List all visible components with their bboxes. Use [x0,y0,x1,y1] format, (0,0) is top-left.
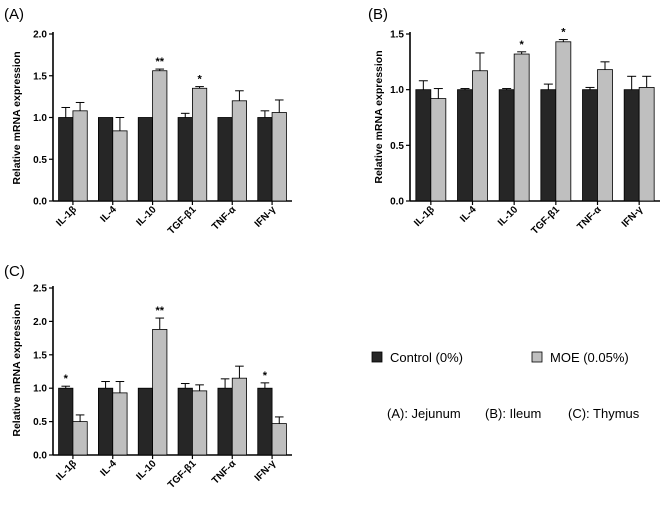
panel-c-x-tick-label: TNF-α [210,458,239,487]
panel-a-control-bar [98,117,114,202]
legend-control-swatch [371,351,383,363]
panel-b-x-tick-label: IL-4 [458,204,479,225]
panel-a-control-bar [177,117,193,202]
panel-a-control-bar [217,117,233,202]
panel-b-moe-bar [430,98,447,202]
panel-b-significance-marker: * [561,27,566,39]
panel-a-x-tick-label: IL-4 [99,204,120,225]
panel-a-x-tick-label: IL-10 [134,204,159,229]
panel-a-x-tick-label: IFN-γ [253,204,279,230]
panel-b-y-axis-label: Relative mRNA expression [373,50,385,183]
panel-a-y-axis-label: Relative mRNA expression [11,51,23,184]
panel-a-control-bar [137,117,153,202]
panel-c-y-tick-label: 0.5 [33,417,47,428]
panel-b-x-tick-label: IL-10 [496,204,521,229]
panel-c-control-bar [137,387,153,456]
panel-b-moe-bar [555,41,572,202]
panel-b-significance-marker: * [520,39,525,51]
panel-b: (B) Relative mRNA expression 0.0 0.5 1.0 1.… [368,6,660,237]
panel-c-x-tick-label: IL-4 [99,458,120,479]
panel-a-moe-bar [271,112,287,202]
panel-a-y-tick-label: 0.5 [33,155,47,166]
panel-c-x-tick-label: IL-10 [134,458,159,483]
panel-a-x-tick-label: TNF-α [210,204,239,233]
panel-b-control-bar [540,89,557,202]
panel-c-control-bar [217,387,233,456]
panel-c-significance-marker: ** [155,305,164,317]
panel-a-control-bar [58,117,74,202]
panel-b-y-tick-label: 0.5 [390,141,404,152]
panel-a-significance-marker: * [197,74,202,86]
legend-moe-label: MOE (0.05%) [550,350,629,365]
panel-a-y-tick-label: 1.0 [33,113,47,124]
panel-a-x-tick-label: IL-1β [54,204,79,229]
panel-b-x-tick-label: TGF-β1 [529,204,562,237]
panel-c: (C) Relative mRNA expression 0.0 0.5 1.0 1.… [4,263,292,491]
panel-a-moe-bar [231,100,247,202]
panel-a-y-tick-label: 2.0 [33,30,47,41]
panel-b-y-tick-label: 1.5 [390,30,404,41]
panel-c-moe-bar [271,423,287,456]
panel-b-x-tick-label: IL-1β [412,204,437,229]
panel-c-significance-marker: * [64,373,69,385]
panel-a-moe-bar [72,110,88,202]
panel-b-moe-bar [597,69,613,202]
panel-a-moe-bar [192,87,208,202]
panel-c-y-tick-label: 1.5 [33,350,47,361]
panel-b-control-bar [582,89,598,202]
panel-c-control-bar [98,387,114,456]
legend-control-label: Control (0%) [390,350,463,365]
panel-c-control-bar [177,387,193,456]
panel-c-control-bar [58,387,74,456]
panel-b-x-tick-label: TNF-α [575,204,604,233]
panel-a-significance-marker: ** [155,56,164,68]
panel-c-x-tick-label: IL-1β [54,458,79,483]
panel-c-y-tick-label: 2.5 [33,284,47,295]
panel-b-label: (B) [368,6,388,23]
panel-c-label: (C) [4,263,25,280]
tissue-note-jejunum: (A): Jejunum [387,406,461,421]
panel-b-control-bar [415,89,432,202]
panel-c-y-axis-label: Relative mRNA expression [11,303,23,436]
panel-b-y-tick-label: 0.0 [390,197,404,208]
panel-c-moe-bar [192,390,208,456]
panel-c-significance-marker: * [263,370,268,382]
legend-moe-swatch [531,351,543,363]
legend: Control (0%) MOE (0.05%) [371,350,629,365]
panel-a-y-tick-label: 0.0 [33,197,47,208]
panel-c-x-tick-label: IFN-γ [253,458,279,484]
panel-a-moe-bar [112,130,128,202]
panel-a-y-tick-label: 1.5 [33,71,47,82]
panel-b-control-bar [498,89,515,202]
panel-a-control-bar [257,117,273,202]
panel-a: (A) Relative mRNA expression 0.0 0.5 1.0 1.… [4,6,292,237]
panel-c-x-tick-label: TGF-β1 [166,458,199,491]
panel-b-moe-bar [513,53,530,202]
panel-b-control-bar [623,89,640,202]
panel-a-x-tick-label: TGF-β1 [166,204,199,237]
panel-c-moe-bar [72,421,88,456]
panel-a-moe-bar [152,70,168,202]
panel-b-y-tick-label: 1.0 [390,85,404,96]
tissue-key: (A): Jejunum (B): Ileum (C): Thymus [387,406,640,421]
panel-c-moe-bar [231,377,247,456]
panel-b-control-bar [457,89,473,202]
panel-c-moe-bar [152,329,168,456]
tissue-note-ileum: (B): Ileum [485,406,541,421]
panel-b-x-tick-label: IFN-γ [620,204,646,230]
panel-b-moe-bar [638,87,655,202]
tissue-note-thymus: (C): Thymus [568,406,640,421]
panel-c-moe-bar [112,392,128,456]
panel-b-moe-bar [472,70,488,202]
panel-c-y-tick-label: 1.0 [33,384,47,395]
panel-c-y-tick-label: 0.0 [33,451,47,462]
panel-c-y-tick-label: 2.0 [33,317,47,328]
panel-a-label: (A) [4,6,24,23]
panel-c-control-bar [257,387,273,456]
